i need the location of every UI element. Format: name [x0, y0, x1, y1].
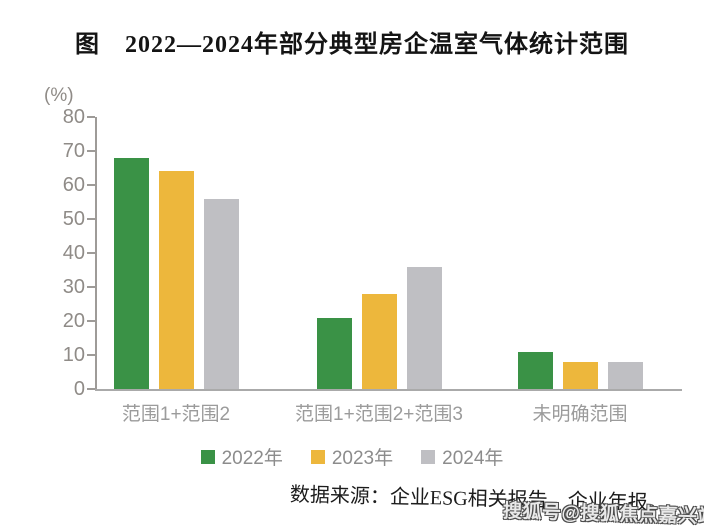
- y-tick-label: 10: [62, 344, 85, 366]
- y-tick-label: 80: [62, 106, 85, 128]
- y-tick-mark: [87, 116, 95, 118]
- y-tick-mark: [87, 150, 95, 152]
- legend-label: 2022年: [221, 448, 283, 469]
- y-tick-mark: [87, 286, 95, 288]
- y-tick-mark: [87, 184, 95, 186]
- legend-item: 2022年: [200, 443, 283, 470]
- bar-2024年-范围1+范围2: [203, 198, 239, 389]
- y-tick-label: 20: [62, 310, 85, 332]
- chart-title: 图 2022—2024年部分典型房企温室气体统计范围: [75, 32, 629, 58]
- y-tick-label: 70: [62, 140, 85, 162]
- legend-label: 2024年: [442, 448, 504, 469]
- chart-legend: 2022年 2023年 2024年: [0, 443, 704, 470]
- legend-swatch-icon: [200, 449, 215, 464]
- y-tick-mark: [87, 320, 95, 322]
- watermark-text: 搜狐号@搜狐焦点嘉兴站: [502, 501, 704, 528]
- y-tick-mark: [87, 218, 95, 220]
- x-axis-line: [95, 389, 682, 391]
- category-label: 未明确范围: [532, 404, 628, 425]
- legend-item: 2024年: [421, 443, 503, 470]
- bar-2023年-范围1+范围2+范围3: [361, 293, 397, 389]
- y-tick-mark: [87, 354, 95, 356]
- legend-swatch-icon: [310, 449, 325, 464]
- bar-2022年-范围1+范围2+范围3: [316, 317, 352, 389]
- y-axis-line: [95, 117, 97, 390]
- category-label: 范围1+范围2: [121, 404, 231, 425]
- y-tick-mark: [87, 252, 95, 254]
- bar-2022年-未明确范围: [517, 351, 553, 389]
- y-tick-label: 50: [62, 208, 85, 230]
- bar-2022年-范围1+范围2: [113, 157, 149, 389]
- bar-2024年-范围1+范围2+范围3: [406, 266, 442, 389]
- bar-2024年-未明确范围: [607, 361, 643, 389]
- legend-label: 2023年: [331, 448, 394, 469]
- y-tick-label: 60: [62, 174, 85, 196]
- category-label: 范围1+范围2+范围3: [295, 404, 463, 425]
- legend-item: 2023年: [310, 443, 394, 470]
- y-tick-mark: [87, 388, 95, 390]
- legend-swatch-icon: [421, 449, 436, 464]
- y-tick-label: 40: [62, 242, 85, 264]
- bar-2023年-范围1+范围2: [158, 171, 194, 389]
- y-axis-unit-label: (%): [44, 85, 74, 106]
- bar-2023年-未明确范围: [562, 361, 598, 389]
- y-tick-label: 0: [73, 378, 85, 400]
- y-tick-label: 30: [62, 276, 85, 298]
